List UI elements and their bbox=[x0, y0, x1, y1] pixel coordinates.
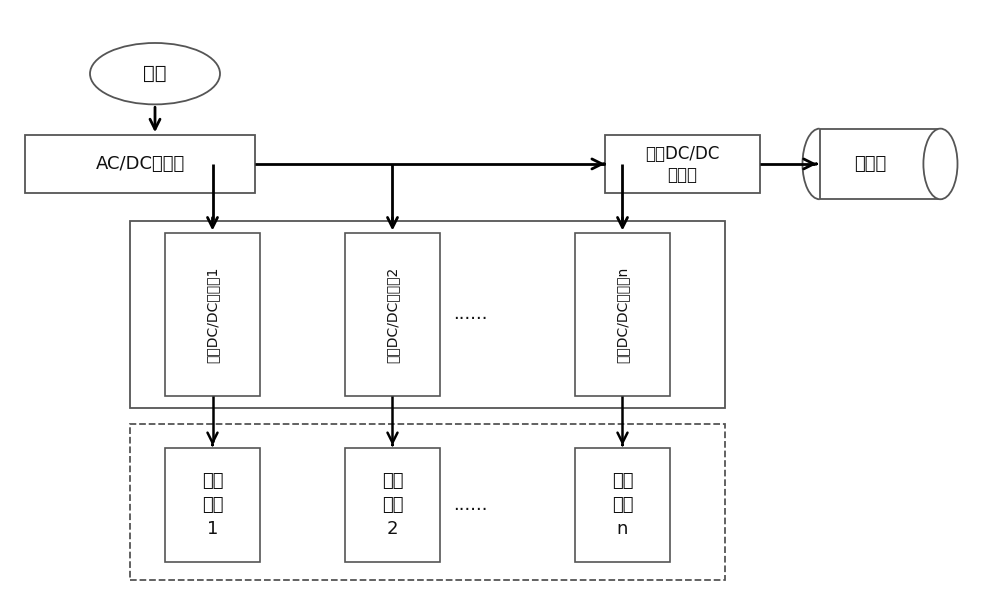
Bar bbox=[575, 448, 670, 562]
Text: 电动
汽车
1: 电动 汽车 1 bbox=[202, 472, 223, 538]
Bar bbox=[25, 135, 255, 193]
Text: ......: ...... bbox=[453, 495, 487, 514]
Bar bbox=[345, 233, 440, 396]
Text: 储能堆: 储能堆 bbox=[854, 155, 886, 173]
Text: ......: ...... bbox=[453, 305, 487, 324]
Text: 电动
汽车
n: 电动 汽车 n bbox=[612, 472, 633, 538]
Bar bbox=[345, 448, 440, 562]
Text: 单向DC/DC变流器2: 单向DC/DC变流器2 bbox=[385, 266, 399, 363]
Text: AC/DC变流器: AC/DC变流器 bbox=[95, 155, 185, 173]
Text: 电网: 电网 bbox=[143, 64, 167, 83]
Ellipse shape bbox=[923, 128, 958, 199]
Text: 单向DC/DC变流器1: 单向DC/DC变流器1 bbox=[206, 266, 220, 363]
Bar bbox=[130, 424, 725, 580]
Bar bbox=[165, 448, 260, 562]
Bar bbox=[605, 135, 760, 193]
Bar bbox=[130, 221, 725, 408]
Bar bbox=[575, 233, 670, 396]
Text: 电动
汽车
2: 电动 汽车 2 bbox=[382, 472, 403, 538]
Text: 双向DC/DC
变流器: 双向DC/DC 变流器 bbox=[645, 145, 720, 184]
Text: 单向DC/DC变流器n: 单向DC/DC变流器n bbox=[615, 266, 630, 363]
Ellipse shape bbox=[90, 43, 220, 104]
Bar bbox=[165, 233, 260, 396]
Bar bbox=[820, 128, 940, 199]
